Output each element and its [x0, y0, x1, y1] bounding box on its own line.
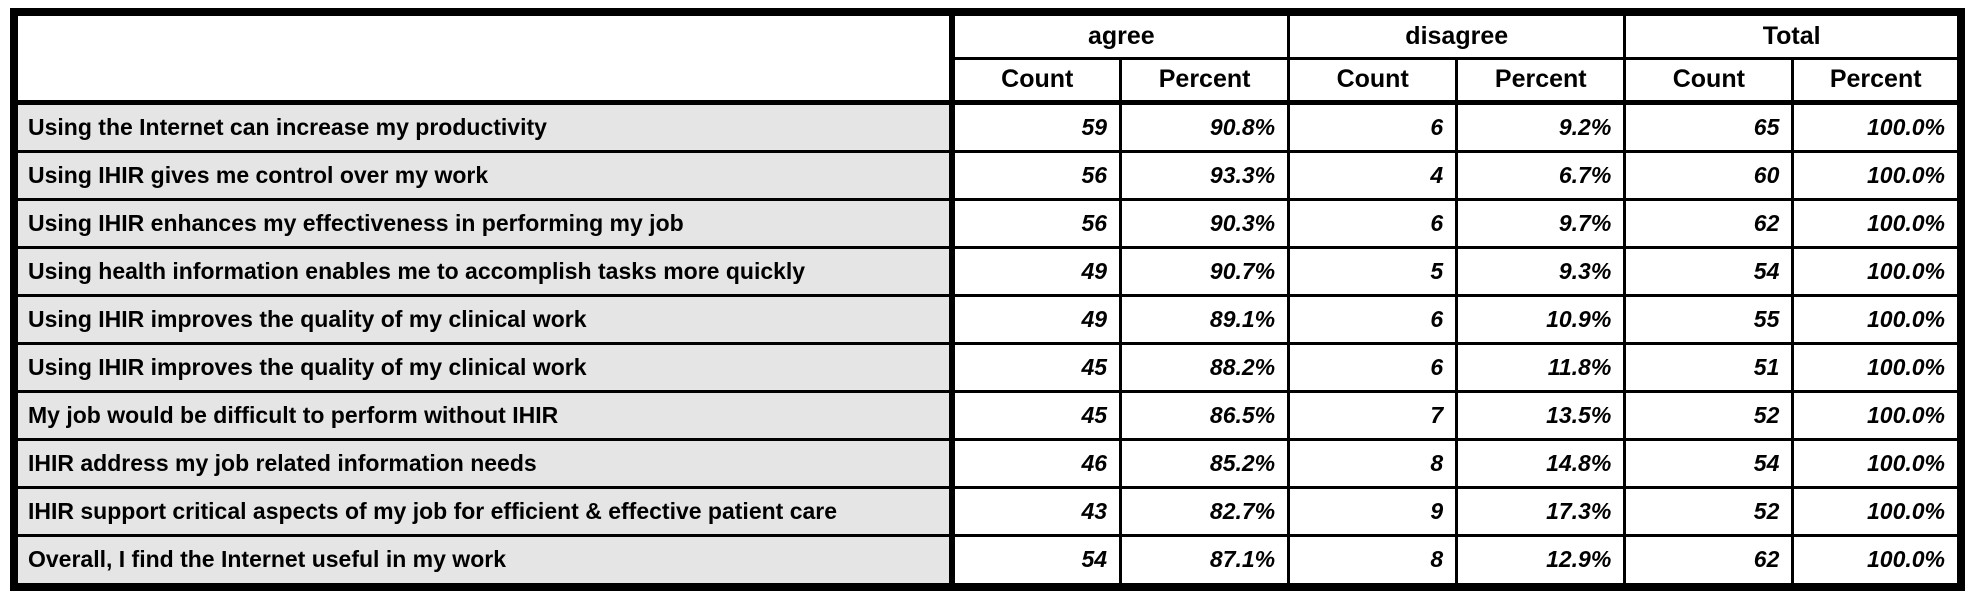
count-cell: 45: [950, 341, 1123, 393]
table-row: Using the Internet can increase my produ…: [12, 100, 1963, 154]
percent-cell: 89.1%: [1119, 293, 1291, 345]
percent-cell: 100.0%: [1791, 197, 1963, 249]
count-cell: 52: [1623, 485, 1795, 537]
percent-cell: 100.0%: [1791, 533, 1963, 589]
percent-cell: 82.7%: [1119, 485, 1291, 537]
count-cell: 4: [1287, 150, 1459, 201]
count-cell: 7: [1287, 389, 1459, 441]
group-header-disagree: disagree: [1287, 10, 1627, 60]
count-cell: 59: [950, 100, 1123, 154]
count-cell: 5: [1287, 245, 1459, 297]
percent-cell: 88.2%: [1119, 341, 1291, 393]
table-row: IHIR support critical aspects of my job …: [12, 485, 1963, 537]
percent-cell: 14.8%: [1455, 437, 1627, 489]
percent-cell: 100.0%: [1791, 245, 1963, 297]
count-cell: 54: [1623, 437, 1795, 489]
percent-cell: 6.7%: [1455, 150, 1627, 201]
group-header-total: Total: [1623, 10, 1963, 60]
col-header-total-count: Count: [1623, 56, 1795, 105]
count-cell: 56: [950, 150, 1123, 201]
percent-cell: 87.1%: [1119, 533, 1291, 589]
percent-cell: 10.9%: [1455, 293, 1627, 345]
col-header-disagree-percent: Percent: [1455, 56, 1627, 105]
table-row: Using health information enables me to a…: [12, 245, 1963, 297]
row-label: Using health information enables me to a…: [12, 245, 956, 297]
corner-cell: [12, 10, 956, 105]
percent-cell: 11.8%: [1455, 341, 1627, 393]
percent-cell: 9.2%: [1455, 100, 1627, 154]
group-header-agree: agree: [950, 10, 1291, 60]
table-row: Using IHIR gives me control over my work…: [12, 150, 1963, 201]
percent-cell: 100.0%: [1791, 100, 1963, 154]
count-cell: 8: [1287, 437, 1459, 489]
percent-cell: 100.0%: [1791, 293, 1963, 345]
count-cell: 49: [950, 293, 1123, 345]
percent-cell: 12.9%: [1455, 533, 1627, 589]
count-cell: 6: [1287, 100, 1459, 154]
subheader-row: Count Percent Count Percent Count Percen…: [14, 56, 1963, 105]
table-header: agree disagree Total Count Percent Count…: [12, 10, 1963, 105]
count-cell: 6: [1287, 341, 1459, 393]
survey-results-table: agree disagree Total Count Percent Count…: [10, 8, 1965, 591]
col-header-disagree-count: Count: [1287, 56, 1459, 105]
percent-cell: 9.7%: [1455, 197, 1627, 249]
col-header-total-percent: Percent: [1791, 56, 1963, 105]
percent-cell: 100.0%: [1791, 341, 1963, 393]
count-cell: 62: [1623, 197, 1795, 249]
row-label: Using IHIR gives me control over my work: [12, 150, 956, 201]
count-cell: 52: [1623, 389, 1795, 441]
count-cell: 49: [950, 245, 1123, 297]
row-label: Overall, I find the Internet useful in m…: [12, 533, 956, 589]
count-cell: 54: [950, 533, 1123, 589]
count-cell: 46: [950, 437, 1123, 489]
count-cell: 62: [1623, 533, 1795, 589]
row-label: IHIR support critical aspects of my job …: [12, 485, 956, 537]
col-header-agree-percent: Percent: [1119, 56, 1291, 105]
count-cell: 56: [950, 197, 1123, 249]
percent-cell: 90.3%: [1119, 197, 1291, 249]
percent-cell: 100.0%: [1791, 389, 1963, 441]
col-header-agree-count: Count: [950, 56, 1123, 105]
row-label: IHIR address my job related information …: [12, 437, 956, 489]
percent-cell: 100.0%: [1791, 150, 1963, 201]
row-label: My job would be difficult to perform wit…: [12, 389, 956, 441]
percent-cell: 100.0%: [1791, 485, 1963, 537]
percent-cell: 86.5%: [1119, 389, 1291, 441]
count-cell: 9: [1287, 485, 1459, 537]
count-cell: 6: [1287, 197, 1459, 249]
percent-cell: 17.3%: [1455, 485, 1627, 537]
row-label: Using IHIR improves the quality of my cl…: [12, 293, 956, 345]
count-cell: 55: [1623, 293, 1795, 345]
group-header-row: agree disagree Total: [12, 10, 1963, 105]
count-cell: 43: [950, 485, 1123, 537]
row-label: Using the Internet can increase my produ…: [12, 100, 956, 154]
percent-cell: 100.0%: [1791, 437, 1963, 489]
percent-cell: 9.3%: [1455, 245, 1627, 297]
table-row: My job would be difficult to perform wit…: [12, 389, 1963, 441]
count-cell: 65: [1623, 100, 1795, 154]
table-row: Using IHIR improves the quality of my cl…: [12, 341, 1963, 393]
count-cell: 45: [950, 389, 1123, 441]
table-row: Overall, I find the Internet useful in m…: [12, 533, 1963, 589]
table-row: Using IHIR enhances my effectiveness in …: [12, 197, 1963, 249]
table-row: Using IHIR improves the quality of my cl…: [12, 293, 1963, 345]
percent-cell: 85.2%: [1119, 437, 1291, 489]
percent-cell: 13.5%: [1455, 389, 1627, 441]
percent-cell: 90.7%: [1119, 245, 1291, 297]
count-cell: 8: [1287, 533, 1459, 589]
row-label: Using IHIR enhances my effectiveness in …: [12, 197, 956, 249]
table-row: IHIR address my job related information …: [12, 437, 1963, 489]
percent-cell: 90.8%: [1119, 100, 1291, 154]
count-cell: 60: [1623, 150, 1795, 201]
percent-cell: 93.3%: [1119, 150, 1291, 201]
table-body: Using the Internet can increase my produ…: [12, 100, 1963, 589]
count-cell: 6: [1287, 293, 1459, 345]
row-label: Using IHIR improves the quality of my cl…: [12, 341, 956, 393]
count-cell: 54: [1623, 245, 1795, 297]
count-cell: 51: [1623, 341, 1795, 393]
